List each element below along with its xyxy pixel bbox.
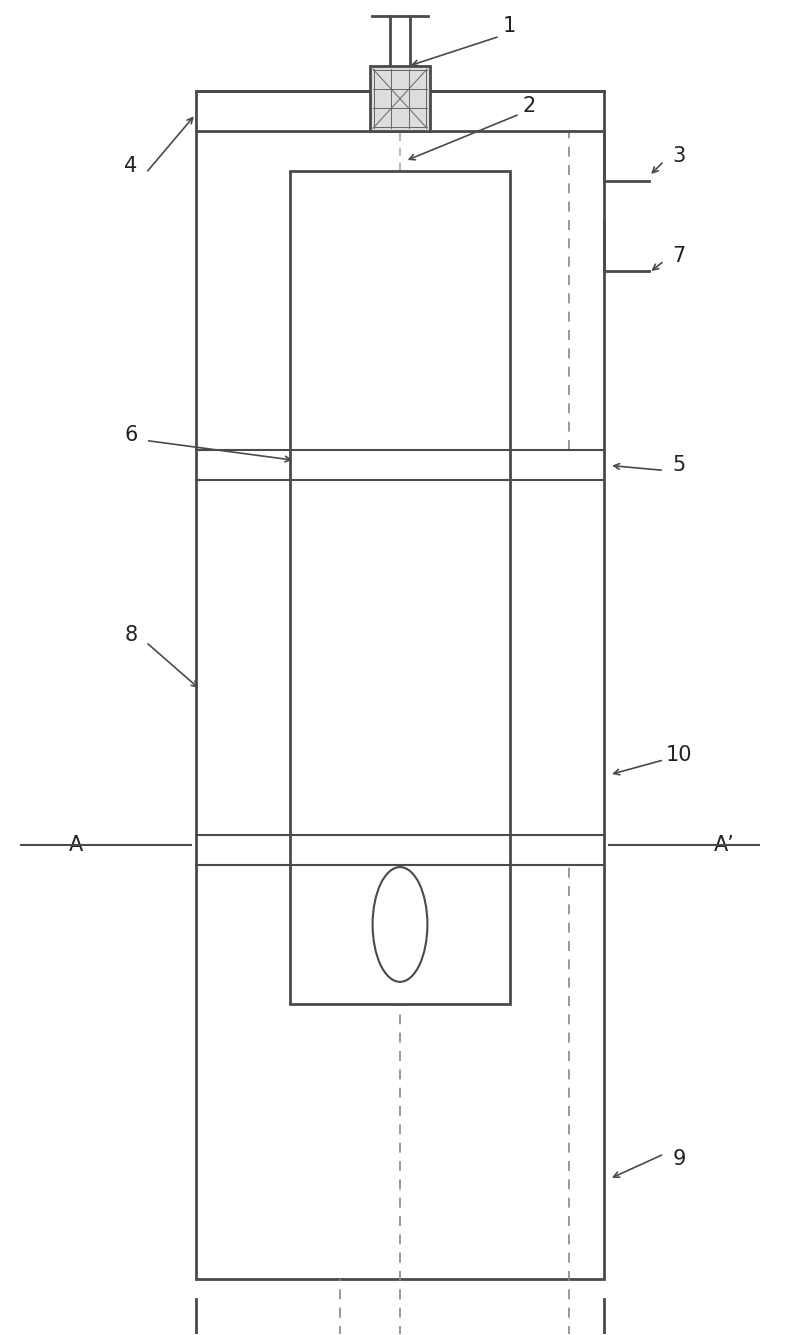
Bar: [370, 67, 430, 131]
Text: A’: A’: [714, 834, 734, 854]
Bar: [196, 91, 604, 1279]
Text: 2: 2: [523, 96, 536, 116]
Text: 6: 6: [124, 426, 138, 446]
Text: 3: 3: [673, 146, 686, 166]
Text: 5: 5: [673, 455, 686, 475]
Text: 7: 7: [673, 246, 686, 266]
Text: 4: 4: [124, 156, 138, 176]
Bar: [290, 171, 510, 1004]
Text: 9: 9: [672, 1149, 686, 1169]
Text: A: A: [69, 834, 83, 854]
Text: 10: 10: [666, 745, 692, 765]
Text: 1: 1: [503, 16, 516, 36]
Text: 8: 8: [124, 625, 138, 645]
